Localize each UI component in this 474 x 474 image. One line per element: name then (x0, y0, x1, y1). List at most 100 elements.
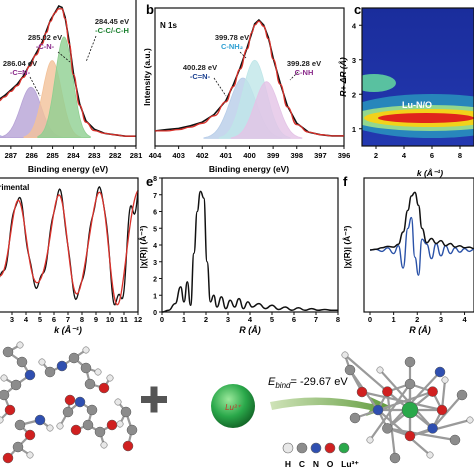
ligand-molecules (0, 341, 138, 464)
atom-legend-4 (338, 442, 350, 454)
atom-C (456, 389, 468, 401)
bond (344, 354, 389, 393)
atom-H (466, 416, 474, 424)
atom-C (10, 379, 22, 391)
panel-label-f: f (343, 174, 348, 189)
ligand-5 (114, 398, 138, 452)
x-tick-label: 4 (24, 315, 29, 324)
atom-O (2, 452, 14, 464)
atom-C (404, 378, 416, 390)
atom-legend-label: H (285, 459, 291, 469)
x-tick-label: 3 (226, 315, 230, 324)
x-tick-label: 9 (94, 315, 98, 324)
plot-frame (363, 177, 474, 313)
x-tick-label: 286 (25, 151, 38, 160)
x-tick-label: 12 (134, 315, 142, 324)
atom-N (372, 404, 384, 416)
lu-ion-label: Lu³⁺ (225, 403, 242, 412)
y-tick-label: 7 (153, 193, 157, 200)
annotation-pointer (85, 35, 97, 63)
annotation-bond: C-NH (295, 68, 314, 77)
peak-2 (230, 81, 303, 139)
annotation-energy: 400.28 eV (183, 63, 217, 72)
y-axis-label: |χ(R)| (Å⁻³) (138, 225, 148, 268)
atom-C (14, 419, 26, 431)
atom-C (82, 419, 94, 431)
atom-N (427, 423, 438, 434)
annotation-energy: 285.02 eV (28, 33, 62, 42)
ligand-4 (56, 394, 118, 449)
complex-molecule (341, 351, 474, 464)
x-tick-label: 285 (46, 151, 59, 160)
y-tick-label: 3 (153, 260, 157, 267)
atom-legend-label: N (313, 459, 319, 469)
x-tick-label: 7 (314, 315, 318, 324)
atom-C (0, 389, 10, 401)
x-tick-label: 8 (458, 151, 462, 160)
atom-H (341, 351, 349, 359)
atom-O (356, 386, 368, 398)
x-tick-label: 4 (402, 151, 407, 160)
bond (361, 390, 443, 412)
atom-O (122, 440, 134, 452)
x-tick-label: 3 (439, 315, 443, 324)
atom-H (106, 374, 114, 382)
plus-operator (141, 386, 167, 413)
x-tick-label: 1 (392, 315, 396, 324)
x-tick-label: 284 (67, 151, 80, 160)
ligand-3 (2, 414, 54, 464)
y-axis-label: Intensity (a.u.) (142, 48, 152, 106)
atom-N (34, 414, 46, 426)
fit-curve (155, 20, 344, 137)
fit-curve (0, 190, 139, 306)
annotation-pointer (289, 71, 299, 81)
y-tick-label: 1 (153, 293, 157, 300)
atom-O (404, 430, 416, 442)
atom-H (46, 424, 54, 432)
atom-legend-label: Lu³⁺ (341, 459, 359, 469)
atom-C (449, 434, 461, 446)
annotation-energy: 284.45 eV (95, 17, 129, 26)
atom-C (404, 356, 416, 368)
x-tick-label: 398 (290, 151, 303, 160)
x-tick-label: 5 (38, 315, 42, 324)
atom-H (26, 451, 34, 459)
y-tick-label: 2 (352, 90, 356, 99)
atom-legend-1 (296, 442, 308, 454)
annotation-bond: -C=N- (190, 72, 211, 81)
x-tick-label: 1 (182, 315, 186, 324)
x-tick-label: 4 (248, 315, 253, 324)
y-tick-label: 8 (153, 176, 157, 183)
atom-H (16, 341, 24, 349)
panel-e-fourier: e 0 1 2 3 4 5 6 7 8 0 1 2 3 4 5 6 7 8 R (Å) |χ(R)| (Å⁻³) (138, 174, 340, 335)
x-tick-label: 281 (130, 151, 143, 160)
y-tick-label: 0 (153, 310, 157, 317)
x-axis-label: k (Å⁻¹) (417, 168, 443, 178)
atom-O (98, 382, 110, 394)
bond (386, 371, 441, 430)
annotation-bond: C-NH₂ (221, 42, 243, 51)
atom-H (0, 374, 8, 382)
x-tick-label: 402 (196, 151, 209, 160)
atom-C (349, 412, 361, 424)
atom-C (382, 423, 393, 434)
atom-H (114, 398, 122, 406)
panel-f-fit: f 0 1 2 3 4 R (Å) |χ(R)| (Å⁻³) (342, 174, 474, 335)
y-tick-label: 6 (153, 210, 157, 217)
panel-c-wavelet: c Lu-N/O 1 2 3 4 2 4 6 8 R+ ΔR (Å) k (Å⁻¹) (338, 2, 474, 178)
atom-H (426, 451, 434, 459)
x-tick-label: 11 (120, 315, 128, 324)
atom-C (16, 356, 28, 368)
x-tick-label: 2 (415, 315, 419, 324)
x-tick-label: 0 (368, 315, 372, 324)
atom-legend-2 (310, 442, 322, 454)
bond (387, 427, 456, 442)
bond (354, 390, 433, 420)
x-tick-label: 5 (270, 315, 274, 324)
peak-0 (0, 134, 6, 138)
complex-structure (341, 351, 474, 464)
y-tick-label: 4 (153, 243, 157, 250)
annotation-pointer (57, 51, 71, 63)
x-tick-label: 8 (80, 315, 84, 324)
